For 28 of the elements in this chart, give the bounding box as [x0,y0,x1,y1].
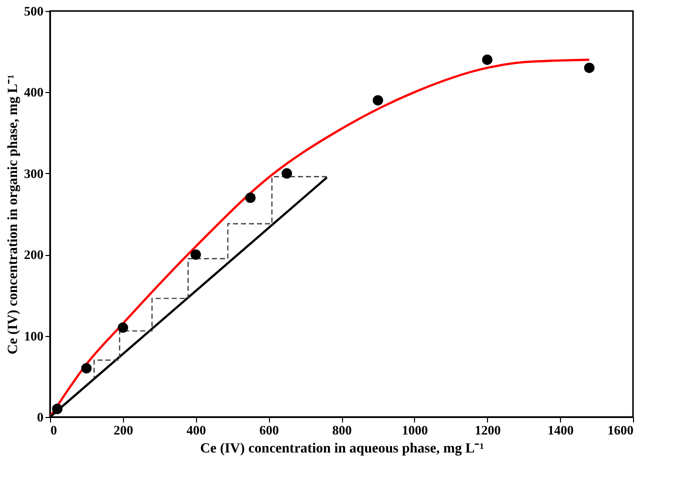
line-series [93,176,328,380]
y-tick-label: 0 [37,410,44,424]
point [52,404,63,414]
point [81,363,92,374]
point [482,54,492,65]
x-tick-label: 1400 [548,422,574,438]
y-tick-label: 500 [24,4,44,18]
y-tick-label: 400 [24,84,44,100]
point [190,249,201,260]
point [245,192,256,203]
y-tick-label: 300 [24,166,44,181]
x-tick-label: 1200 [474,422,501,438]
x-axis-title: Ce (IV) concentration in aqueous phase, mg L⁻¹ [200,442,484,456]
point [372,95,384,106]
y-tick-label: 100 [24,328,44,344]
x-tick-label: 800 [332,422,352,438]
line-series [48,58,590,418]
x-tick-label: 200 [114,422,134,438]
y-axis-title: Ce (IV) concentration in organic phase, mg L⁻¹ [6,74,21,354]
y-tick-label: 200 [24,247,44,262]
x-tick-label: 1600 [608,422,634,438]
x-tick-label: 600 [259,422,279,438]
x-tick-label: 400 [186,422,206,438]
point [118,322,128,333]
point [584,62,595,74]
x-tick-label: 0 [50,422,57,438]
point [282,168,292,179]
x-tick-label: 1000 [402,422,428,438]
